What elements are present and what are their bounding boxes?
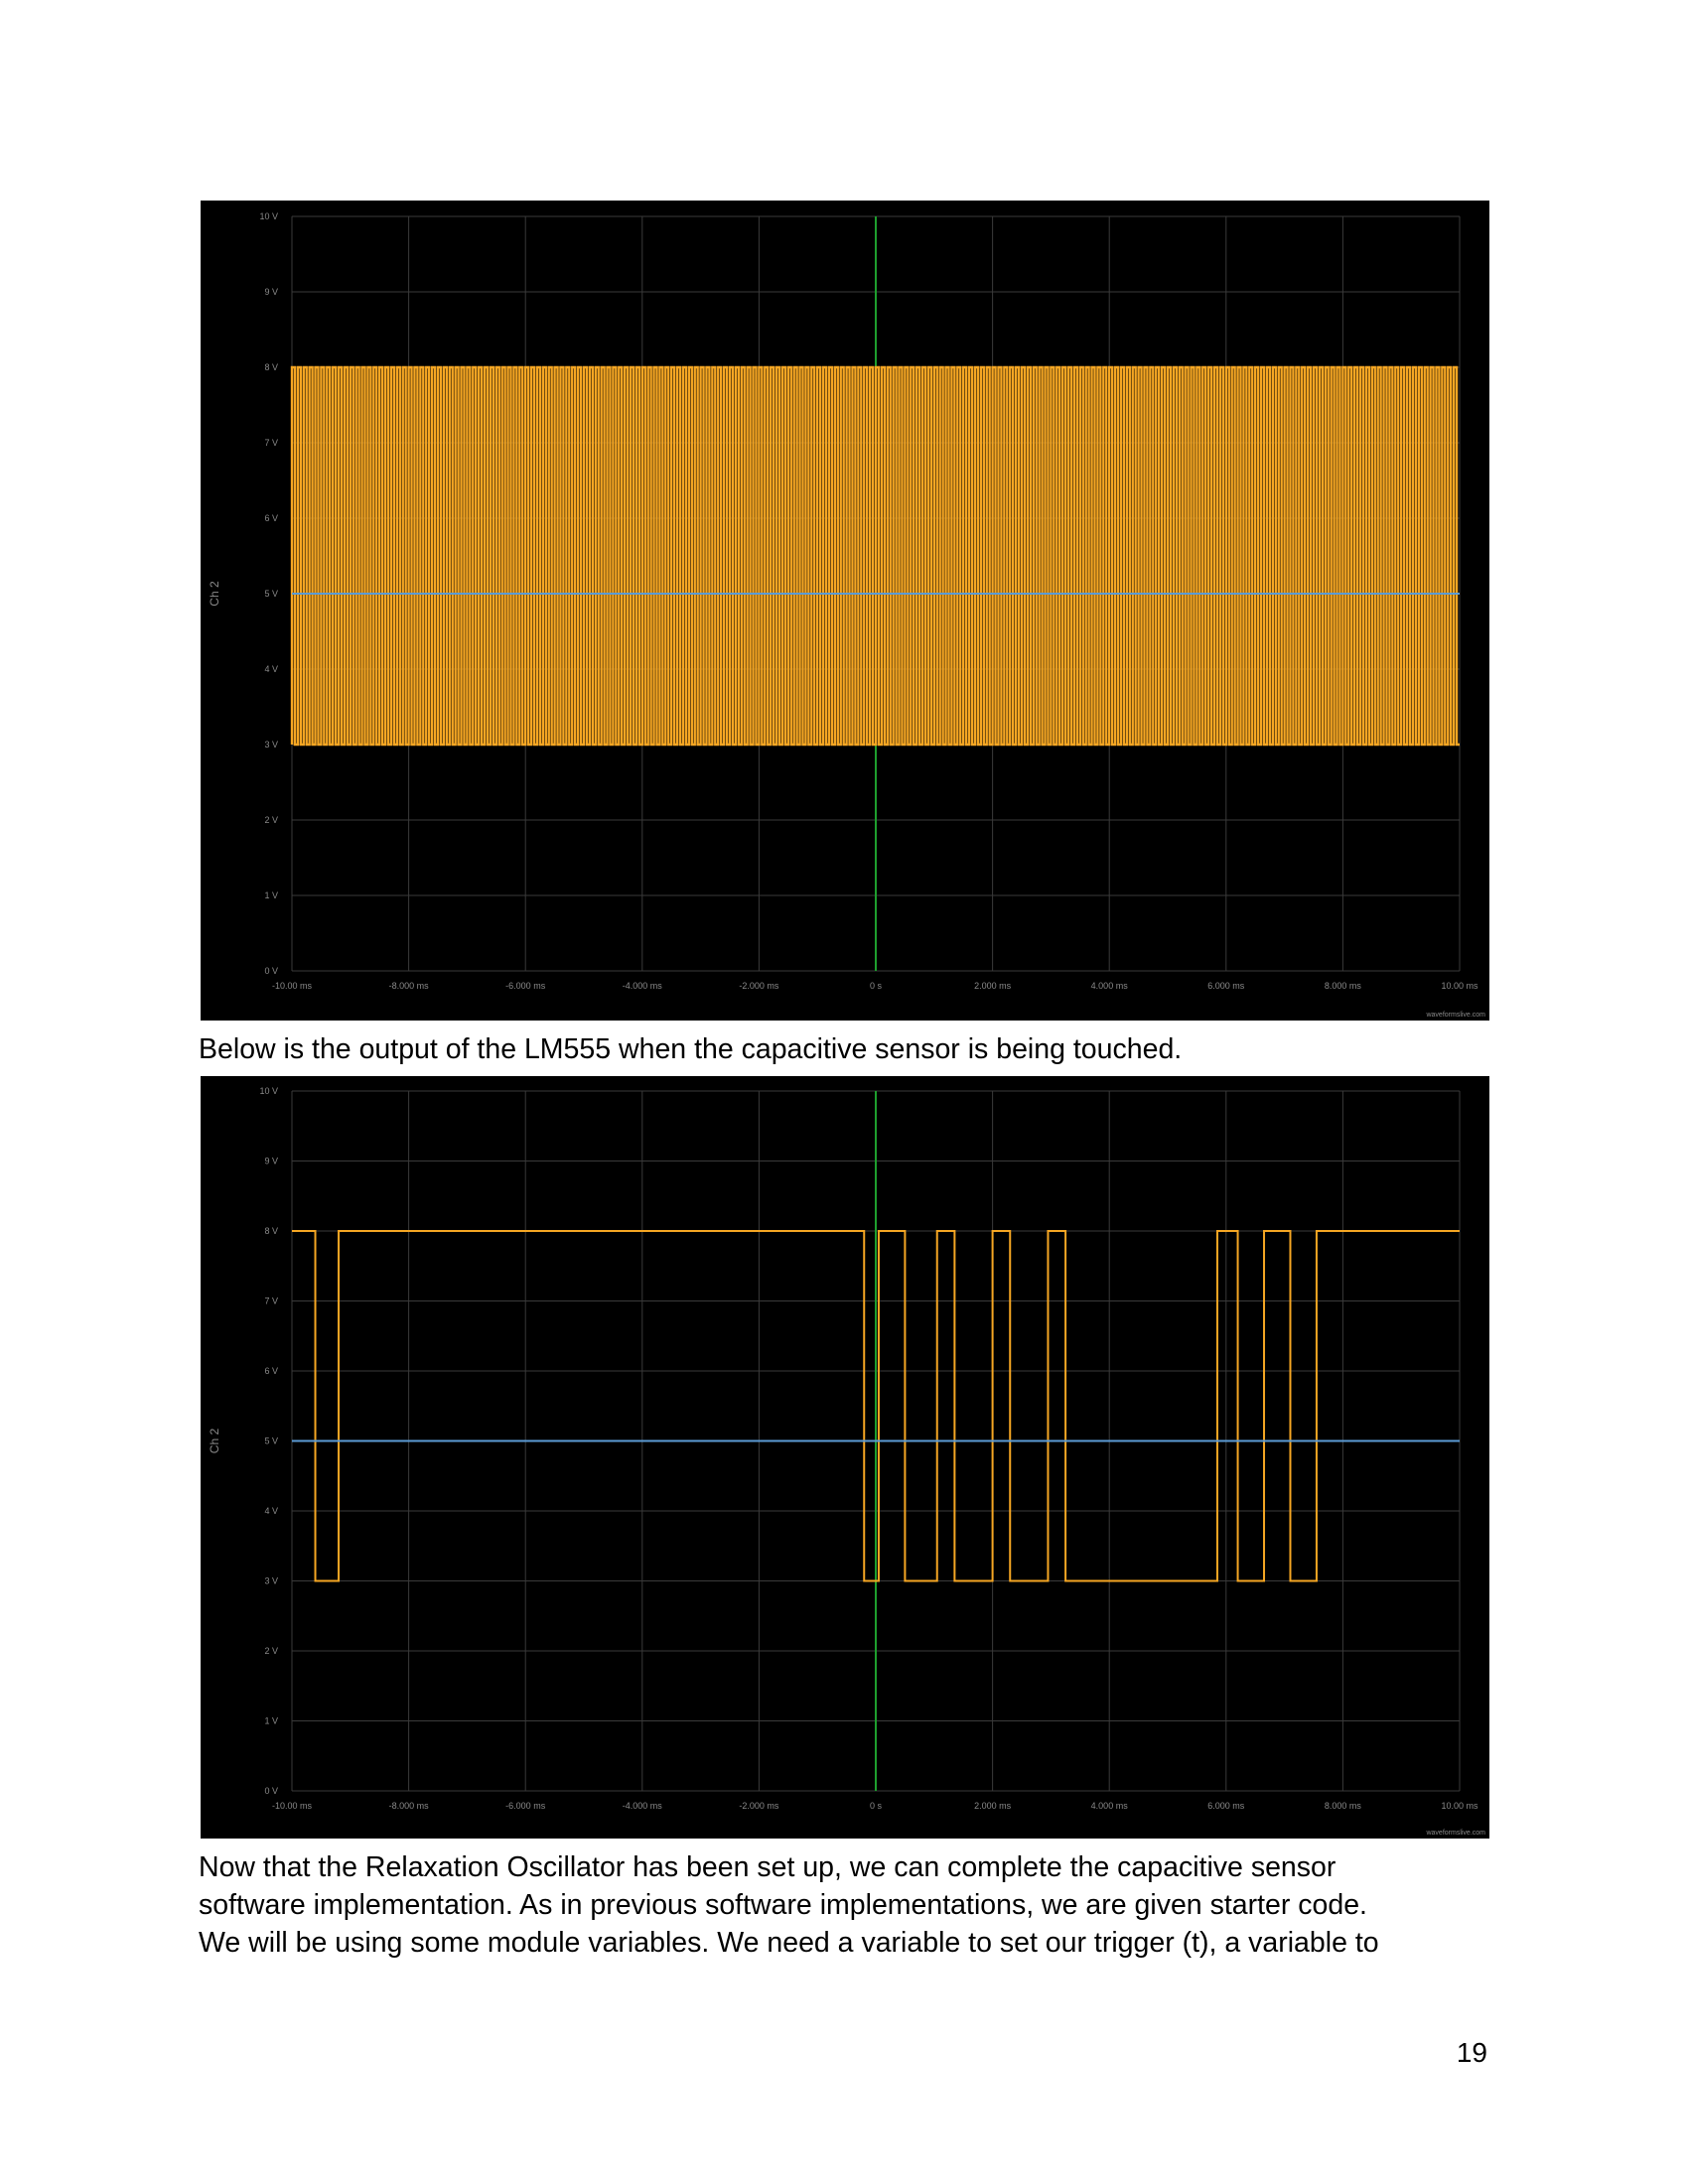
y-tick-label: 8 V	[264, 1226, 278, 1236]
oscilloscope-capture-untouched: -10.00 ms -8.000 ms -6.000 ms -4.000 ms -2.0…	[201, 201, 1489, 1021]
oscillator-output-trace	[292, 1230, 1460, 1582]
y-tick-label: 5 V	[264, 589, 278, 599]
x-tick-label: 10.00 ms	[1441, 981, 1478, 991]
x-tick-label: -8.000 ms	[389, 981, 430, 991]
x-tick-label: 8.000 ms	[1325, 1801, 1362, 1811]
y-tick-label: 5 V	[264, 1436, 278, 1446]
y-tick-label: 0 V	[264, 966, 278, 976]
x-tick-label: 4.000 ms	[1091, 1801, 1129, 1811]
x-tick-label: 4.000 ms	[1091, 981, 1129, 991]
scope-plot-2: -10.00 ms -8.000 ms -6.000 ms -4.000 ms -2.0…	[208, 1086, 1485, 1837]
x-tick-label: -6.000 ms	[505, 1801, 546, 1811]
watermark: waveformslive.com	[1425, 1830, 1485, 1837]
x-tick-label: -2.000 ms	[739, 1801, 779, 1811]
y-tick-label: 9 V	[264, 1157, 278, 1166]
page-number: 19	[1456, 2037, 1487, 2068]
y-axis-label: Ch 2	[208, 1429, 221, 1454]
x-tick-label: 2.000 ms	[974, 981, 1012, 991]
y-tick-label: 2 V	[264, 1646, 278, 1656]
y-tick-label: 3 V	[264, 1576, 278, 1586]
x-tick-label: 2.000 ms	[974, 1801, 1012, 1811]
y-tick-label: 6 V	[264, 1366, 278, 1376]
x-tick-label: -4.000 ms	[623, 981, 663, 991]
x-tick-label: -10.00 ms	[272, 1801, 313, 1811]
body-line: Now that the Relaxation Oscillator has b…	[199, 1851, 1336, 1883]
y-tick-label: 9 V	[264, 287, 278, 297]
y-axis-label: Ch 2	[208, 581, 221, 607]
x-tick-label: 6.000 ms	[1207, 981, 1245, 991]
x-tick-label: 0 s	[870, 981, 883, 991]
y-tick-label: 4 V	[264, 664, 278, 674]
oscillator-output-trace	[290, 365, 1460, 747]
body-line: software implementation. As in previous …	[199, 1889, 1367, 1921]
y-tick-label: 7 V	[264, 1297, 278, 1306]
x-tick-label: 6.000 ms	[1207, 1801, 1245, 1811]
x-tick-label: 10.00 ms	[1441, 1801, 1478, 1811]
y-tick-label: 7 V	[264, 438, 278, 448]
y-tick-label: 10 V	[259, 1086, 278, 1096]
y-tick-label: 1 V	[264, 1716, 278, 1726]
x-tick-label: -8.000 ms	[389, 1801, 430, 1811]
y-tick-label: 10 V	[259, 211, 278, 221]
y-tick-label: 0 V	[264, 1786, 278, 1796]
y-tick-label: 1 V	[264, 890, 278, 900]
y-tick-label: 4 V	[264, 1506, 278, 1516]
oscilloscope-capture-touched: -10.00 ms -8.000 ms -6.000 ms -4.000 ms -2.0…	[201, 1076, 1489, 1839]
watermark: waveformslive.com	[1425, 1012, 1485, 1019]
x-tick-label: -4.000 ms	[623, 1801, 663, 1811]
scope-plot-1: -10.00 ms -8.000 ms -6.000 ms -4.000 ms -2.0…	[208, 211, 1485, 1019]
y-tick-label: 8 V	[264, 362, 278, 372]
x-tick-label: -2.000 ms	[739, 981, 779, 991]
x-tick-label: -6.000 ms	[505, 981, 546, 991]
x-tick-label: 8.000 ms	[1325, 981, 1362, 991]
x-tick-label: 0 s	[870, 1801, 883, 1811]
y-tick-label: 2 V	[264, 815, 278, 825]
body-paragraph: Now that the Relaxation Oscillator has b…	[199, 1848, 1379, 1962]
y-tick-label: 6 V	[264, 513, 278, 523]
body-line: We will be using some module variables. …	[199, 1927, 1379, 1959]
x-tick-label: -10.00 ms	[272, 981, 313, 991]
y-tick-label: 3 V	[264, 740, 278, 750]
figure-caption: Below is the output of the LM555 when th…	[199, 1033, 1183, 1065]
